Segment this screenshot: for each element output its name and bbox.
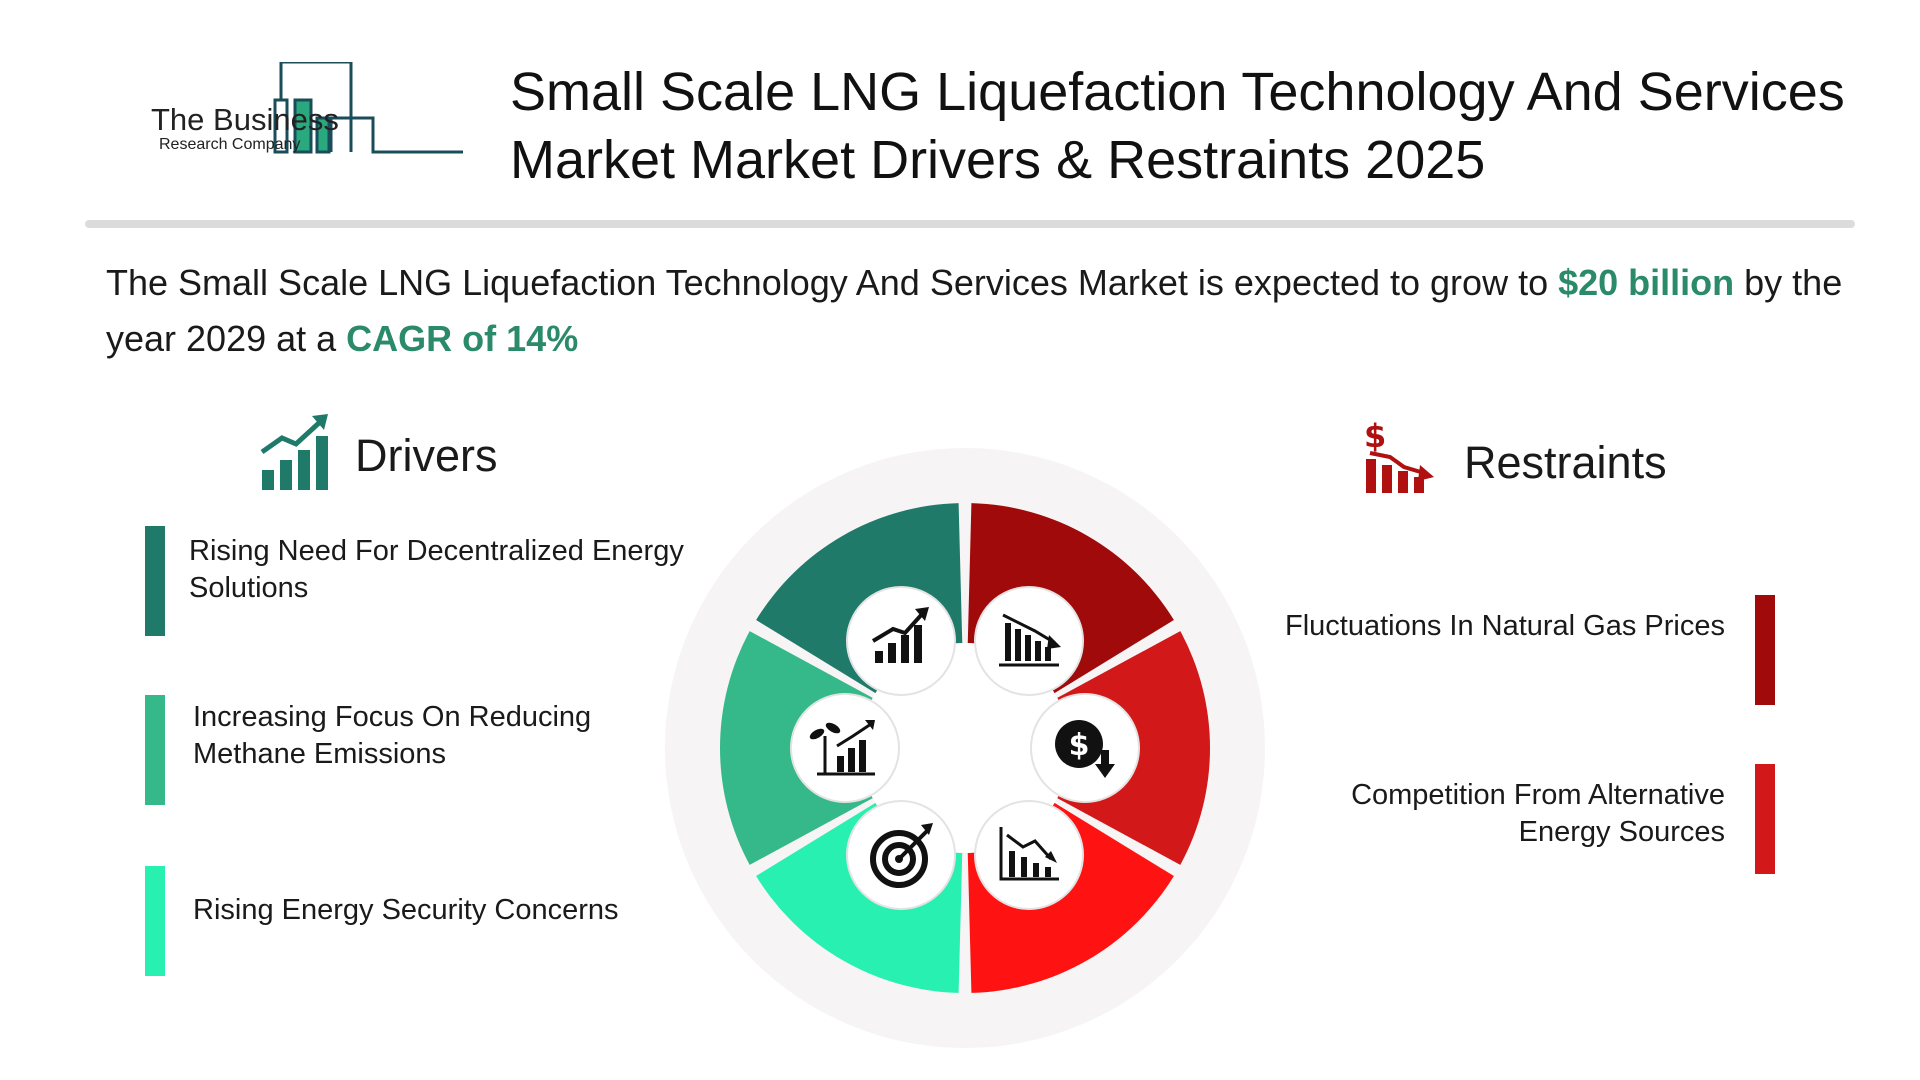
summary-middle: by the year 2029 at a xyxy=(106,262,1843,359)
drivers-restraints-wheel: $ xyxy=(665,448,1265,1048)
svg-text:$: $ xyxy=(1069,728,1090,763)
market-summary: The Small Scale LNG Liquefaction Technol… xyxy=(106,255,1886,367)
logo-tagline: Research Company xyxy=(159,136,301,153)
growth-chart-icon xyxy=(260,414,328,490)
header-divider xyxy=(85,220,1855,228)
drivers-heading: Drivers xyxy=(355,430,498,481)
driver-1-bar xyxy=(145,526,165,636)
growth-chart-icon xyxy=(846,586,956,696)
wheel-center xyxy=(860,643,1070,853)
declining-trend-chart-icon xyxy=(974,800,1084,910)
market-value: $20 billion xyxy=(1558,262,1735,303)
title-line-2: Market Market Drivers & Restraints 2025 xyxy=(510,130,1486,190)
driver-3-label: Rising Energy Security Concerns xyxy=(193,894,619,926)
market-cagr: CAGR of 14% xyxy=(346,318,579,359)
restraint-2-label: Competition From Alternative Energy Sour… xyxy=(1351,779,1725,848)
page-title: Small Scale LNG Liquefaction Technology … xyxy=(510,58,1910,194)
restraint-1-label: Fluctuations In Natural Gas Prices xyxy=(1284,610,1725,642)
target-icon xyxy=(846,800,956,910)
svg-text:$: $ xyxy=(1364,417,1386,455)
restraints-heading: Restraints xyxy=(1464,437,1667,488)
dollar-decline-chart-icon: $ xyxy=(1364,417,1434,493)
driver-2-bar xyxy=(145,695,165,805)
logo-buildings-icon xyxy=(273,62,463,154)
driver-1-label: Rising Need For Decentralized Energy Sol… xyxy=(189,535,684,604)
driver-3-bar xyxy=(145,866,165,976)
plant-growth-chart-icon xyxy=(790,693,900,803)
restraint-2-bar xyxy=(1755,764,1775,874)
restraint-1-bar xyxy=(1755,595,1775,705)
title-line-1: Small Scale LNG Liquefaction Technology … xyxy=(510,62,1845,122)
logo-name: The Business xyxy=(151,102,339,137)
company-logo: The Business Research Company xyxy=(145,62,475,167)
dollar-down-icon: $ xyxy=(1030,693,1140,803)
driver-2-label: Increasing Focus On Reducing Methane Emi… xyxy=(193,701,592,770)
declining-bar-chart-icon xyxy=(974,586,1084,696)
summary-prefix: The Small Scale LNG Liquefaction Technol… xyxy=(106,262,1559,303)
